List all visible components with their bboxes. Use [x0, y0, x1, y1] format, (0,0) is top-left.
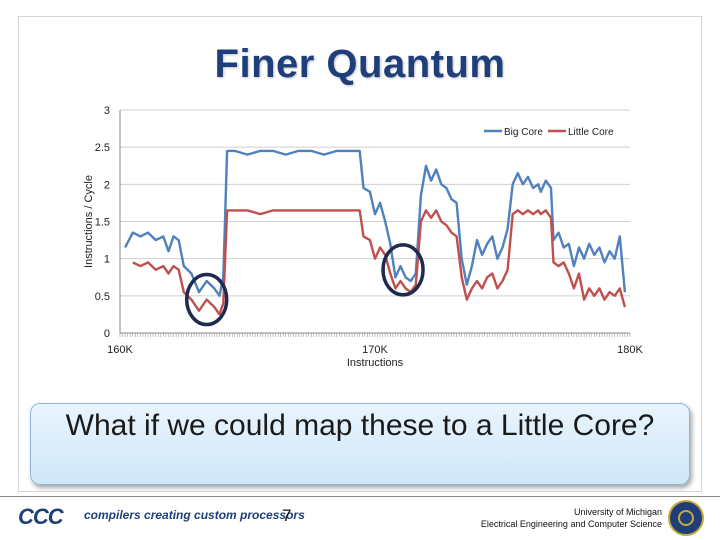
- logo-tagline: compilers creating custom processors: [84, 508, 305, 522]
- series-line-little-core: [132, 209, 627, 316]
- slide-title: Finer Quantum: [214, 42, 506, 86]
- y-tick-label: 1.5: [95, 217, 110, 229]
- university-name: University of Michigan: [573, 507, 662, 517]
- legend-label: Big Core: [504, 127, 543, 138]
- y-axis-title: Instructions / Cycle: [83, 175, 95, 268]
- annotation-circle: [381, 243, 425, 297]
- x-tick-label: 160K: [107, 344, 133, 356]
- x-axis-title: Instructions: [347, 357, 404, 369]
- university-seal-icon: [668, 500, 704, 536]
- department-name: Electrical Engineering and Computer Scie…: [480, 519, 662, 529]
- y-tick-label: 0: [104, 328, 110, 340]
- ccc-logo: CCC: [18, 504, 64, 530]
- university-caption: University of Michigan Electrical Engine…: [440, 506, 662, 530]
- x-tick-label: 170K: [362, 344, 388, 356]
- page-number: 7: [282, 506, 292, 525]
- y-tick-label: 0.5: [95, 291, 110, 303]
- x-tick-label: 180K: [617, 344, 643, 356]
- y-tick-label: 2: [104, 179, 110, 191]
- logo-letters: CCC: [18, 504, 64, 529]
- line-chart: 0 0.5 1 1.5 2 2.5 3 160K 170K 180K Instructions Ins…: [83, 105, 644, 369]
- callout-box: What if we could map these to a Little C…: [30, 403, 690, 485]
- y-tick-label: 1: [104, 254, 110, 266]
- y-tick-label: 3: [104, 105, 110, 117]
- annotation-circle: [184, 272, 229, 327]
- y-tick-label: 2.5: [95, 142, 110, 154]
- legend-label: Little Core: [568, 127, 614, 138]
- footer-divider: [0, 496, 720, 497]
- series-line-big-core: [124, 149, 627, 297]
